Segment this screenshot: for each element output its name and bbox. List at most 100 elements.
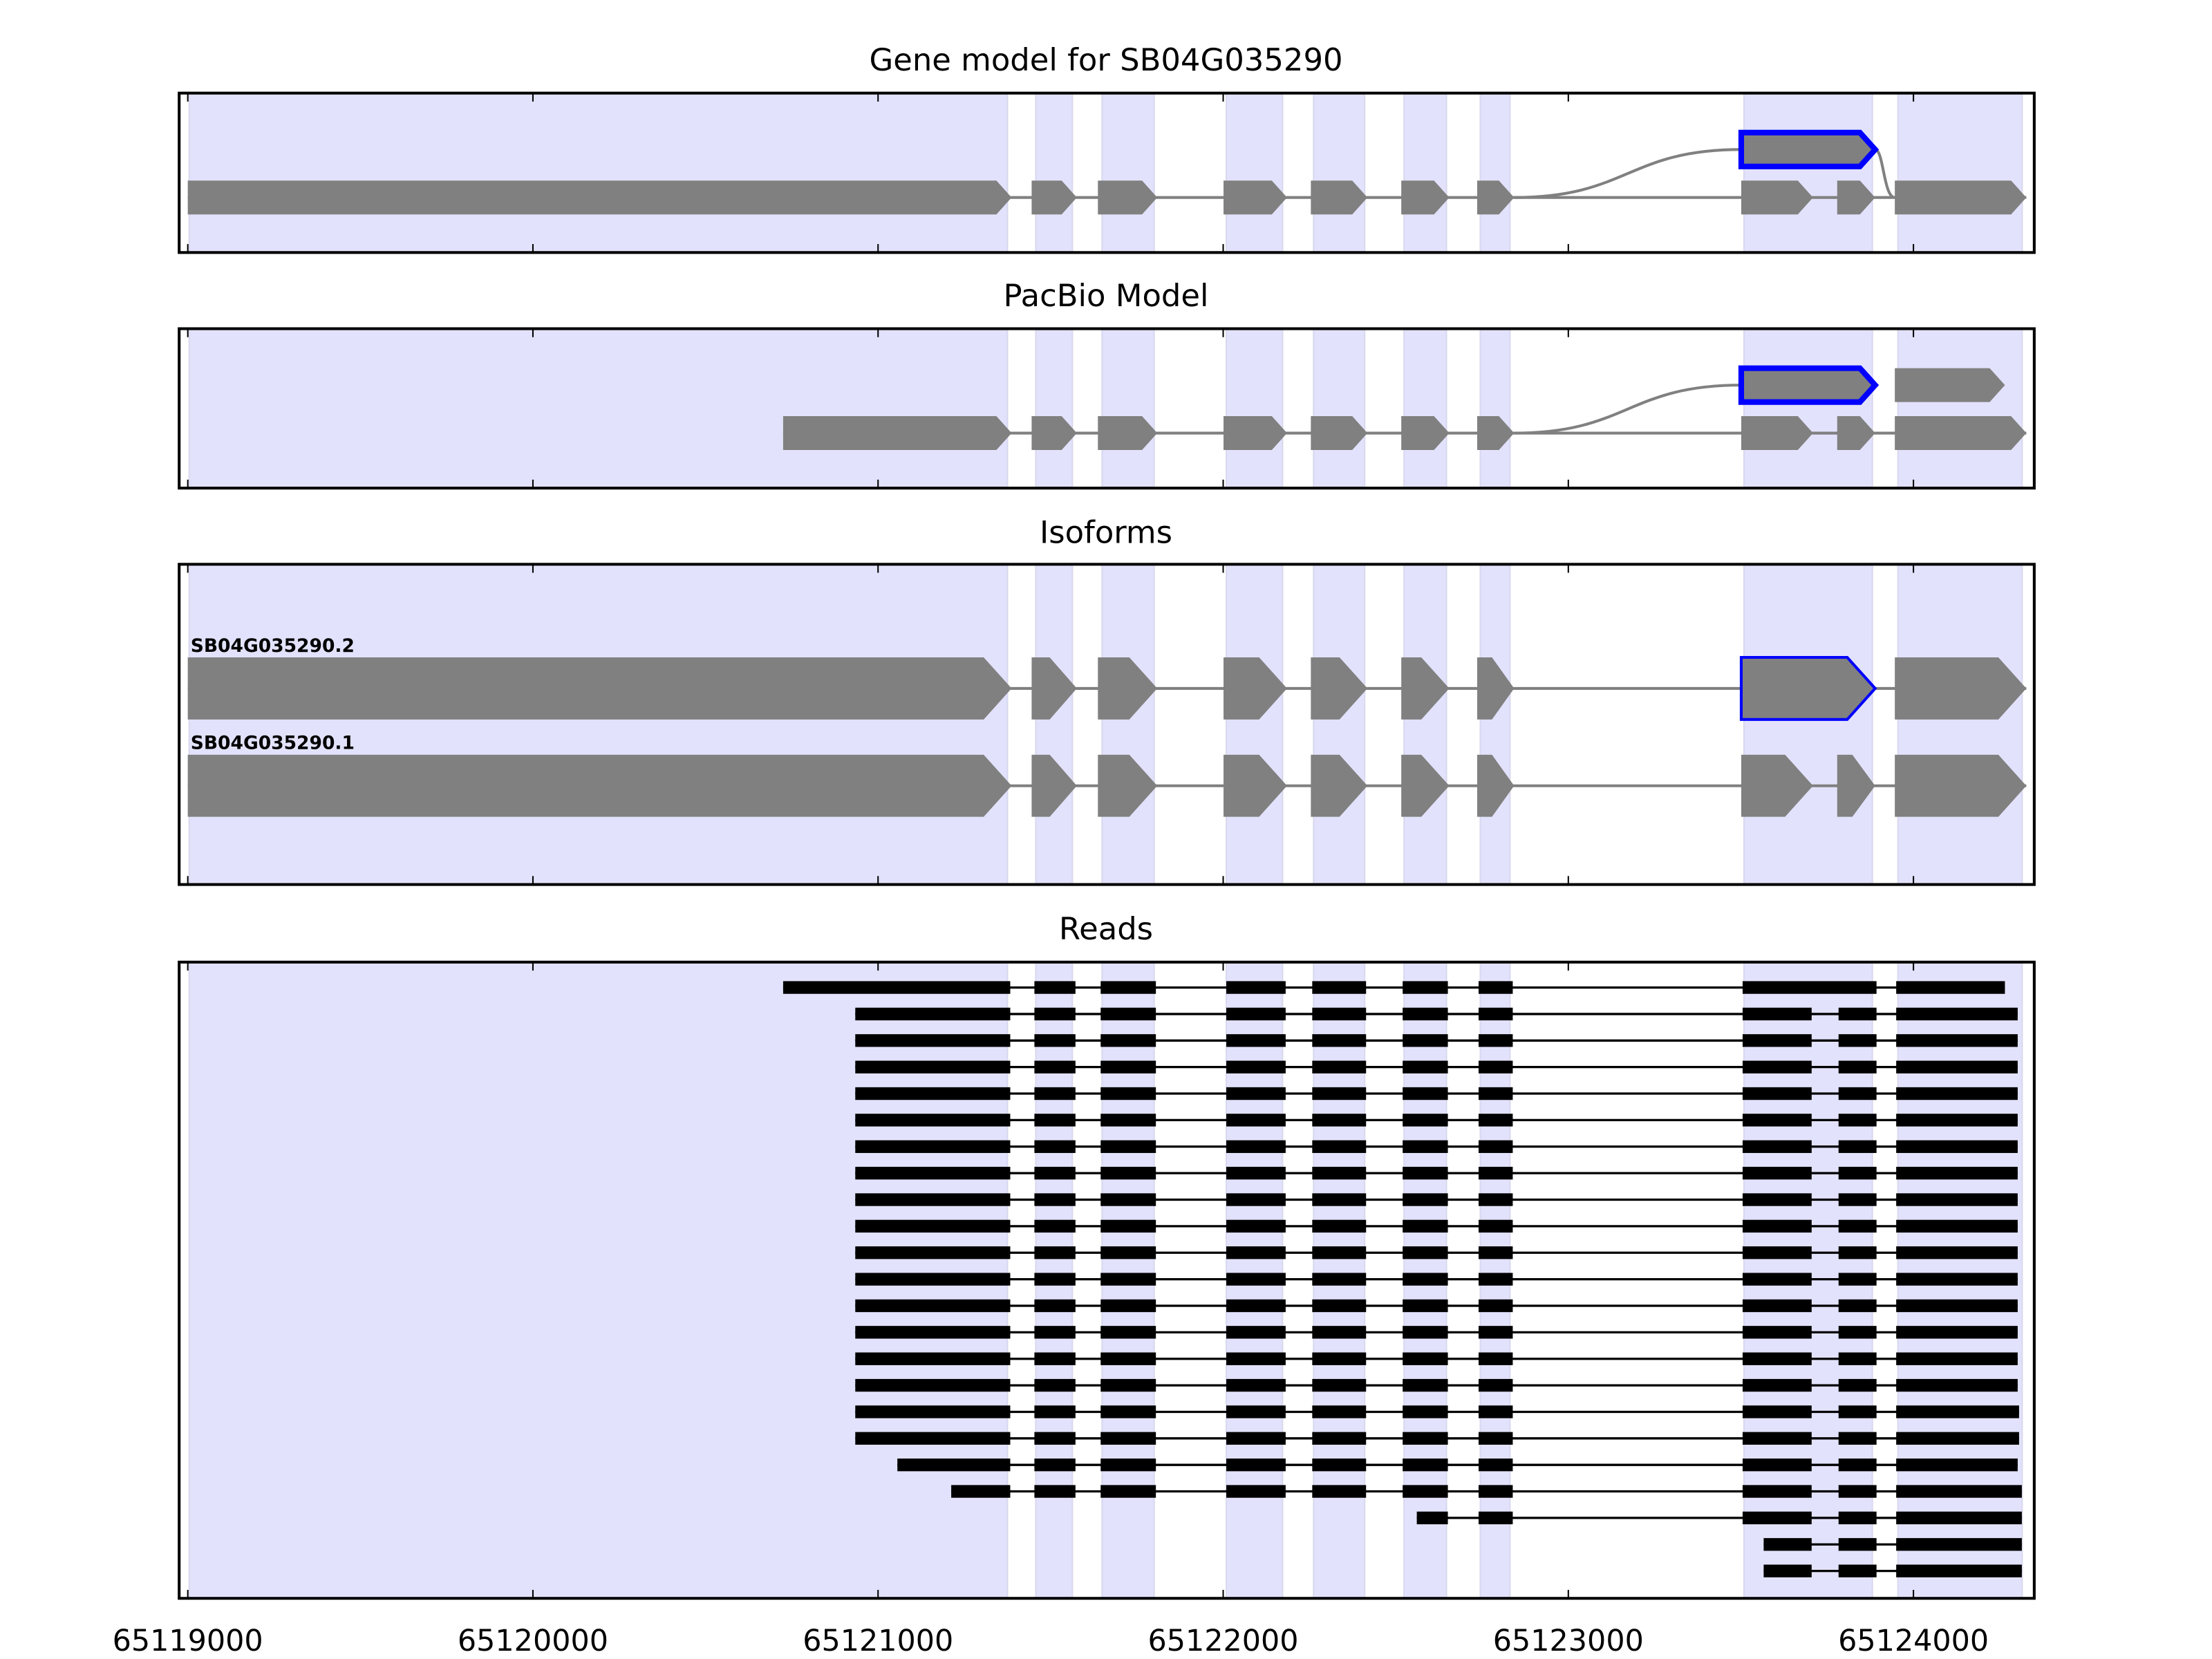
read-block <box>1034 1087 1076 1100</box>
read-block <box>1226 1060 1286 1074</box>
read-block <box>951 1485 1011 1498</box>
read-block <box>1479 1378 1513 1392</box>
exon <box>1837 754 1875 817</box>
read-block <box>1312 1299 1367 1313</box>
read-block <box>1742 1326 1812 1339</box>
read <box>782 981 2005 994</box>
read <box>951 1485 2022 1498</box>
read-block <box>1226 1432 1286 1445</box>
read-block <box>1742 981 1877 994</box>
read-block <box>1479 1193 1513 1206</box>
read-block <box>1479 1114 1513 1127</box>
read-block <box>1100 1405 1156 1418</box>
read-block <box>1479 1219 1513 1233</box>
transcript-row <box>782 416 2027 451</box>
exon <box>1031 754 1077 817</box>
read-block <box>1100 981 1156 994</box>
exon-region-shade <box>1897 328 2023 489</box>
read-block <box>1403 1299 1448 1313</box>
exon <box>1031 416 1077 451</box>
read-block <box>1896 1114 2018 1127</box>
exon-region-shade <box>1313 92 1366 254</box>
read-block <box>1479 1246 1513 1259</box>
read <box>855 1273 2018 1286</box>
read-block <box>1403 1219 1448 1233</box>
exon-region-shade <box>1479 328 1511 489</box>
read-block <box>1034 981 1076 994</box>
read-block <box>1742 1140 1812 1153</box>
read-block <box>1896 1166 2018 1180</box>
exon-region-shade <box>1743 92 1873 254</box>
transcript-row <box>187 180 2027 215</box>
read-block <box>1742 1060 1812 1074</box>
read-block <box>1100 1485 1156 1498</box>
read-block <box>1034 1459 1076 1472</box>
read-block <box>1763 1564 1812 1577</box>
read-block <box>855 1007 1011 1021</box>
read-block <box>855 1114 1011 1127</box>
read-block <box>1403 1060 1448 1074</box>
exon-region-shade <box>1101 563 1155 885</box>
read-block <box>1742 1378 1812 1392</box>
read-block <box>1742 1114 1812 1127</box>
read-block <box>855 1034 1011 1047</box>
read-block <box>1896 1326 2018 1339</box>
read-block <box>1034 1326 1076 1339</box>
read-block <box>1226 1114 1286 1127</box>
read-block <box>1403 1140 1448 1153</box>
read-block <box>1312 1007 1367 1021</box>
read-block <box>1479 1034 1513 1047</box>
exon <box>1224 754 1287 817</box>
exon <box>1401 416 1450 451</box>
read-block <box>1896 981 2005 994</box>
read-block <box>1312 1459 1367 1472</box>
read-block <box>1034 1405 1076 1418</box>
read-block <box>1312 1140 1367 1153</box>
read-block <box>1479 1060 1513 1074</box>
read-block <box>1403 1087 1448 1100</box>
exon <box>1401 657 1450 720</box>
exon-region-shade <box>1226 563 1284 885</box>
read-block <box>1403 1378 1448 1392</box>
read-block <box>855 1166 1011 1180</box>
exon <box>1224 180 1287 215</box>
panel-model: Gene model for SB04G035290 <box>178 41 2036 254</box>
read-block <box>1479 1007 1513 1021</box>
read-block <box>1312 1034 1367 1047</box>
read-block <box>1312 1273 1367 1286</box>
exon <box>1477 754 1515 817</box>
exon-region-shade <box>1226 92 1284 254</box>
exon <box>1224 416 1287 451</box>
isoform-label: SB04G035290.1 <box>191 733 355 754</box>
read-block <box>1312 1432 1367 1445</box>
read-block <box>1226 1034 1286 1047</box>
read-block <box>1034 1378 1076 1392</box>
exon <box>187 180 1012 215</box>
read-block <box>1403 1166 1448 1180</box>
axes-frame <box>178 91 2036 254</box>
exon <box>1224 657 1287 720</box>
read-block <box>1896 1432 2019 1445</box>
highlighted-exon <box>1739 655 1877 721</box>
read-block <box>1034 1299 1076 1313</box>
panel-title: Isoforms <box>1040 514 1172 551</box>
transcript-row: SB04G035290.1 <box>187 733 2027 817</box>
read-block <box>1838 1564 1877 1577</box>
read-block <box>1838 1538 1877 1551</box>
exon <box>1895 754 2027 817</box>
read-block <box>1838 1060 1877 1074</box>
read-block <box>1742 1219 1812 1233</box>
read-block <box>1838 1485 1877 1498</box>
read-block <box>1838 1166 1877 1180</box>
transcript-row <box>1514 365 2005 435</box>
exon <box>1895 368 2005 402</box>
read-block <box>782 981 1011 994</box>
exon <box>1311 657 1368 720</box>
read-block <box>855 1432 1011 1445</box>
exon-region-shade <box>1101 92 1155 254</box>
read-block <box>1742 1485 1812 1498</box>
read-block <box>1838 1087 1877 1100</box>
highlighted-exon <box>1738 365 1880 405</box>
read-block <box>1100 1299 1156 1313</box>
exon-region-shade <box>188 563 1009 885</box>
